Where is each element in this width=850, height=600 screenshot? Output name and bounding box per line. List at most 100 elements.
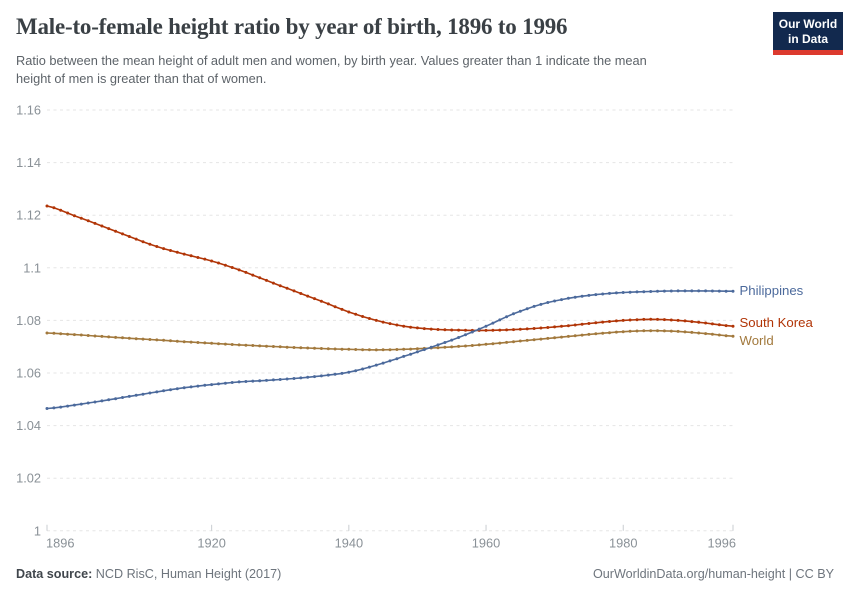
series-dot-philippines xyxy=(642,290,646,294)
series-dot-south-korea xyxy=(608,320,611,323)
series-dot-philippines xyxy=(278,378,282,381)
series-dot-philippines xyxy=(628,290,632,294)
series-dot-south-korea xyxy=(594,321,598,325)
series-dot-philippines xyxy=(381,361,385,365)
series-dot-world xyxy=(512,340,515,344)
series-dot-world xyxy=(553,336,557,340)
series-dot-south-korea xyxy=(169,249,172,252)
series-dot-world xyxy=(436,346,440,350)
y-tick-label: 1.04 xyxy=(16,418,41,433)
series-dot-philippines xyxy=(429,345,433,349)
series-dot-world xyxy=(560,335,563,339)
series-dot-south-korea xyxy=(326,302,330,306)
series-dot-world xyxy=(676,329,680,333)
series-dot-south-korea xyxy=(656,317,659,321)
series-dot-south-korea xyxy=(422,327,426,331)
series-dot-world xyxy=(532,338,536,342)
series-dot-south-korea xyxy=(306,294,310,298)
series-dot-south-korea xyxy=(175,250,179,254)
series-dot-south-korea xyxy=(450,328,454,332)
series-dot-world xyxy=(710,332,714,336)
series-dot-south-korea xyxy=(45,204,49,208)
series-dot-south-korea xyxy=(217,261,220,265)
series-dot-philippines xyxy=(573,295,577,299)
series-dot-south-korea xyxy=(299,292,303,295)
series-dot-south-korea xyxy=(333,305,337,309)
series-dot-world xyxy=(196,341,200,344)
series-dot-south-korea xyxy=(107,227,111,231)
series-dot-south-korea xyxy=(354,312,358,316)
series-dot-philippines xyxy=(724,289,728,293)
series-dot-world xyxy=(573,334,577,338)
series-dot-philippines xyxy=(121,396,124,399)
series-dot-south-korea xyxy=(628,318,632,322)
series-dot-south-korea xyxy=(59,208,63,212)
series-dot-philippines xyxy=(669,289,673,293)
series-dot-world xyxy=(580,333,584,337)
series-dot-south-korea xyxy=(649,317,653,321)
series-dot-philippines xyxy=(361,367,365,371)
series-dot-south-korea xyxy=(285,286,289,290)
series-dot-philippines xyxy=(100,399,104,403)
series-dot-south-korea xyxy=(676,318,680,322)
series-dot-philippines xyxy=(182,386,186,390)
series-dot-philippines xyxy=(422,348,426,352)
series-dot-philippines xyxy=(457,336,461,339)
series-dot-philippines xyxy=(217,382,220,386)
series-dot-philippines xyxy=(608,291,611,295)
series-label-philippines: Philippines xyxy=(740,283,804,298)
series-dot-world xyxy=(265,344,268,348)
series-dot-philippines xyxy=(210,383,214,387)
series-dot-philippines xyxy=(464,333,467,337)
series-dot-south-korea xyxy=(230,266,234,269)
series-dot-world xyxy=(649,329,653,333)
series-dot-south-korea xyxy=(265,278,268,282)
series-dot-south-korea xyxy=(93,221,97,225)
series-dot-philippines xyxy=(319,374,323,378)
series-dot-world xyxy=(306,346,310,350)
series-dot-south-korea xyxy=(614,319,618,323)
series-dot-south-korea xyxy=(464,328,467,332)
series-dot-philippines xyxy=(704,289,708,293)
series-dot-philippines xyxy=(354,369,358,373)
series-dot-world xyxy=(59,332,63,336)
series-dot-south-korea xyxy=(710,322,714,326)
series-dot-south-korea xyxy=(457,328,461,332)
series-dot-philippines xyxy=(251,379,255,383)
series-dot-world xyxy=(45,331,49,335)
series-dot-philippines xyxy=(72,403,76,407)
data-source: Data source: NCD RisC, Human Height (201… xyxy=(16,567,281,581)
series-dot-philippines xyxy=(148,391,152,395)
owid-logo-line2: in Data xyxy=(787,31,828,46)
series-dot-world xyxy=(656,329,659,333)
series-dot-philippines xyxy=(710,289,714,293)
series-dot-world xyxy=(251,344,255,347)
series-dot-south-korea xyxy=(587,322,591,325)
series-dot-world xyxy=(608,331,611,335)
series-dot-south-korea xyxy=(560,324,563,328)
series-dot-world xyxy=(114,335,118,339)
series-dot-world xyxy=(93,334,97,338)
series-dot-philippines xyxy=(546,301,550,304)
series-dot-south-korea xyxy=(395,323,399,327)
series-dot-south-korea xyxy=(237,268,241,272)
series-dot-south-korea xyxy=(319,299,323,303)
series-dot-south-korea xyxy=(697,320,701,324)
series-dot-south-korea xyxy=(72,214,76,218)
series-dot-philippines xyxy=(484,324,488,328)
series-dot-south-korea xyxy=(546,326,550,329)
series-dot-philippines xyxy=(265,378,268,382)
series-dot-philippines xyxy=(141,392,145,396)
series-dot-philippines xyxy=(285,377,289,381)
series-dot-world xyxy=(402,347,406,351)
chart-title: Male-to-female height ratio by year of b… xyxy=(16,14,568,39)
series-dot-south-korea xyxy=(162,247,166,251)
series-dot-philippines xyxy=(223,381,227,385)
series-dot-south-korea xyxy=(381,320,385,324)
series-dot-philippines xyxy=(66,404,70,408)
series-dot-world xyxy=(107,335,111,339)
series-dot-south-korea xyxy=(292,289,296,293)
series-dot-world xyxy=(587,332,591,336)
series-dot-world xyxy=(717,333,721,337)
